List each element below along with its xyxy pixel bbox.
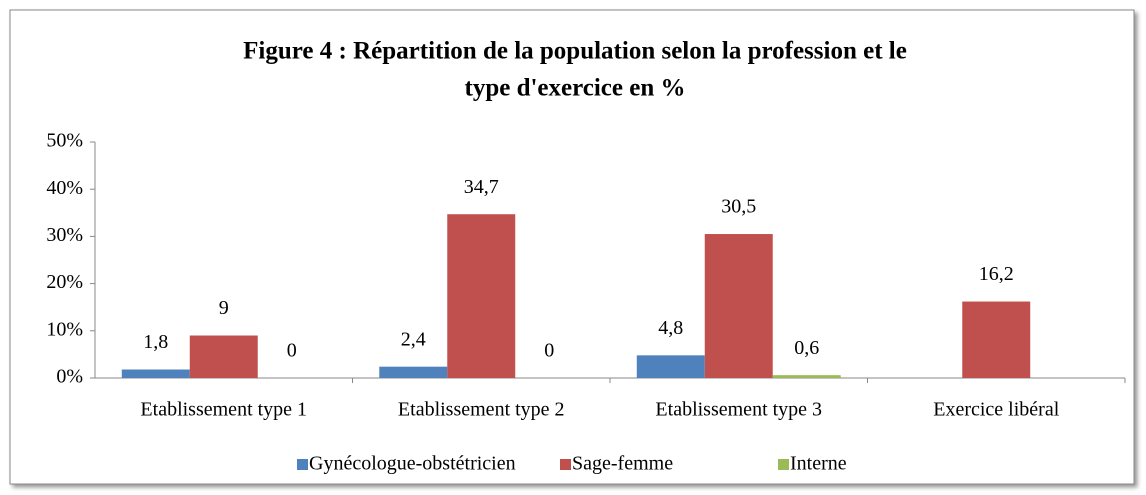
value-label: 34,7 xyxy=(464,176,499,198)
bar xyxy=(636,355,705,378)
legend-swatch xyxy=(778,459,789,470)
bar xyxy=(772,375,841,378)
bar xyxy=(121,369,190,378)
value-label: 0 xyxy=(544,340,554,362)
legend-label: Gynécologue-obstétricien xyxy=(309,453,516,475)
x-tick-label: Etablissement type 3 xyxy=(655,399,822,421)
bar xyxy=(704,234,773,378)
value-label: 0 xyxy=(287,340,297,362)
x-tick-label: Etablissement type 2 xyxy=(398,399,565,421)
bar xyxy=(379,366,448,378)
chart-title: Figure 4 : Répartition de la population … xyxy=(243,38,907,65)
value-label: 16,2 xyxy=(979,263,1014,285)
bar xyxy=(447,214,516,378)
y-tick-label: 10% xyxy=(46,318,83,340)
chart-frame xyxy=(9,9,1135,485)
legend-swatch xyxy=(297,459,308,470)
value-label: 4,8 xyxy=(658,317,683,339)
y-tick-label: 30% xyxy=(46,224,83,246)
y-tick-label: 40% xyxy=(46,177,83,199)
x-tick-label: Etablissement type 1 xyxy=(140,399,307,421)
x-tick-label: Exercice libéral xyxy=(933,399,1059,421)
y-tick-label: 20% xyxy=(46,271,83,293)
chart-title: type d'exercice en % xyxy=(465,75,686,102)
y-tick-label: 50% xyxy=(46,130,83,152)
value-label: 0,6 xyxy=(794,337,819,359)
legend-label: Sage-femme xyxy=(572,453,673,475)
legend-label: Interne xyxy=(790,453,847,475)
y-tick-label: 0% xyxy=(56,366,83,388)
value-label: 30,5 xyxy=(721,196,756,218)
bar xyxy=(189,335,258,378)
value-label: 2,4 xyxy=(401,328,426,350)
value-label: 1,8 xyxy=(143,331,168,353)
legend-swatch xyxy=(560,459,571,470)
value-label: 9 xyxy=(219,297,229,319)
bar xyxy=(962,301,1031,378)
